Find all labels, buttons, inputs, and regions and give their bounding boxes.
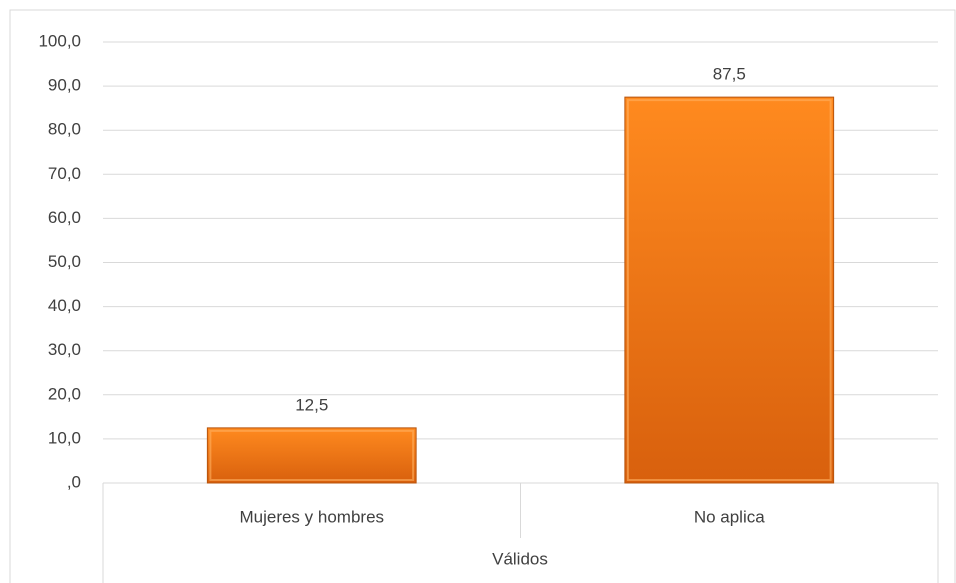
bar-bevel: [209, 429, 415, 481]
y-tick-label: 30,0: [48, 340, 81, 359]
y-tick-label: 80,0: [48, 120, 81, 139]
y-tick-label: 50,0: [48, 252, 81, 271]
y-tick-label: 10,0: [48, 428, 81, 447]
y-tick-label: ,0: [67, 472, 81, 491]
x-tick-label: Mujeres y hombres: [239, 507, 384, 526]
x-tick-label: No aplica: [694, 507, 765, 526]
bar: [624, 96, 835, 484]
data-label: 87,5: [713, 65, 746, 84]
bar-bevel: [626, 99, 832, 481]
y-tick-label: 70,0: [48, 164, 81, 183]
y-tick-label: 100,0: [38, 31, 81, 50]
bar: [206, 427, 417, 484]
y-tick-label: 40,0: [48, 296, 81, 315]
y-tick-label: 60,0: [48, 208, 81, 227]
y-tick-label: 20,0: [48, 384, 81, 403]
chart-border: [9, 9, 956, 583]
data-label: 12,5: [295, 395, 328, 414]
group-label: Válidos: [492, 549, 548, 568]
y-tick-label: 90,0: [48, 76, 81, 95]
